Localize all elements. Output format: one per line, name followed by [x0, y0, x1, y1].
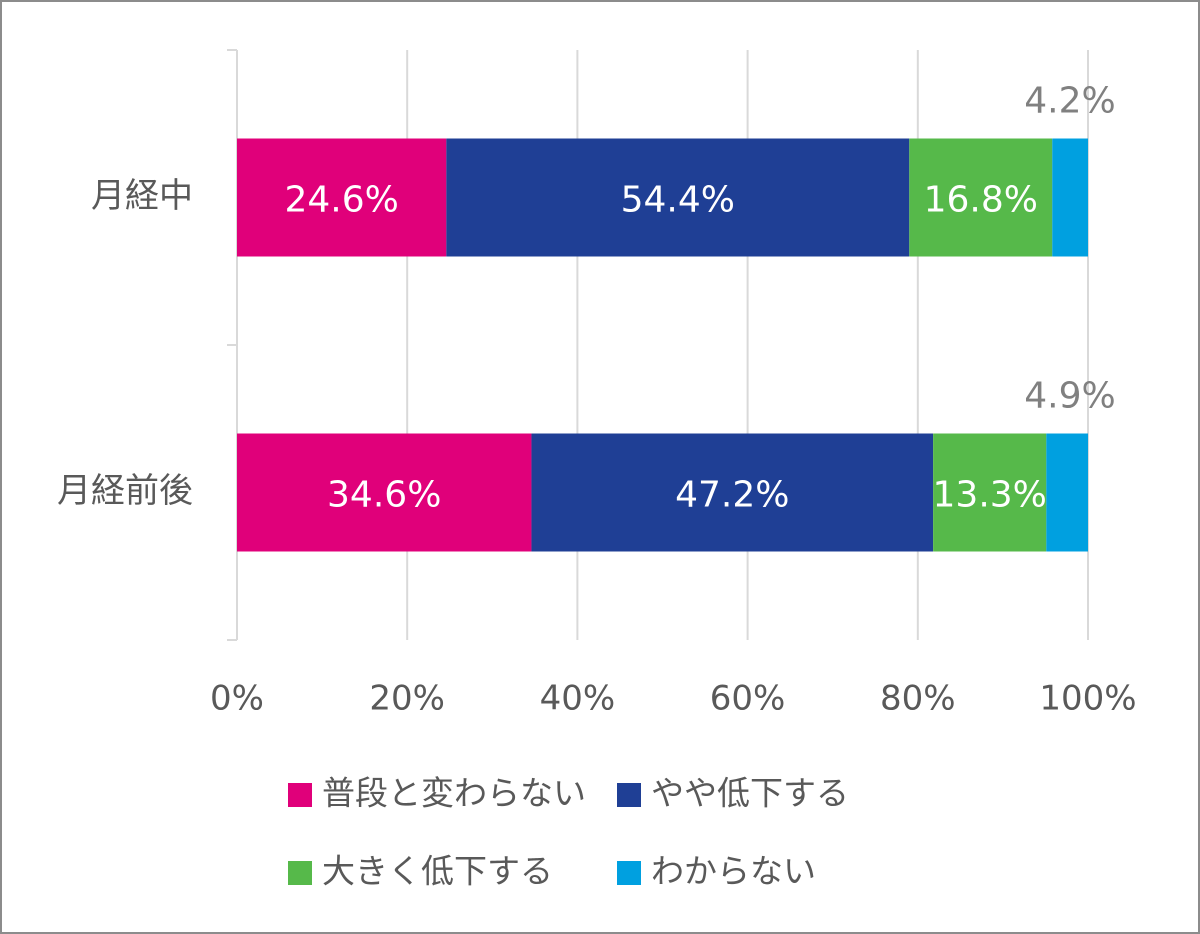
bar-segment: [1046, 433, 1088, 552]
x-tick-label: 100%: [1039, 679, 1136, 719]
y-tick-label: 月経前後: [57, 471, 193, 511]
data-label: 34.6%: [327, 475, 441, 516]
legend-swatch: [617, 783, 641, 807]
legend-swatch: [288, 861, 312, 885]
data-label: 16.8%: [924, 180, 1038, 221]
legend-swatch: [288, 783, 312, 807]
data-label: 13.3%: [933, 475, 1047, 516]
bar-segment: [909, 138, 1053, 257]
x-tick-label: 20%: [369, 679, 445, 719]
data-label: 24.6%: [284, 180, 398, 221]
data-label: 54.4%: [621, 180, 735, 221]
x-tick-label: 0%: [210, 679, 264, 719]
data-label: 4.2%: [1024, 81, 1115, 122]
data-label: 4.9%: [1024, 376, 1115, 417]
data-label: 47.2%: [675, 475, 789, 516]
legend-label: わからない: [651, 852, 816, 891]
legend-label: 大きく低下する: [322, 852, 553, 891]
legend-label: 普段と変わらない: [322, 774, 586, 813]
x-tick-label: 60%: [710, 679, 786, 719]
bar-segment: [531, 433, 934, 552]
x-tick-label: 80%: [880, 679, 956, 719]
bar-segment: [446, 138, 910, 257]
bar-segment: [237, 138, 447, 257]
bar-segment: [1052, 138, 1088, 257]
y-tick-label: 月経中: [91, 176, 193, 216]
legend-label: やや低下する: [651, 774, 849, 813]
bar-segment: [237, 433, 532, 552]
legend-swatch: [617, 861, 641, 885]
x-tick-label: 40%: [540, 679, 616, 719]
bar-segment: [933, 433, 1047, 552]
